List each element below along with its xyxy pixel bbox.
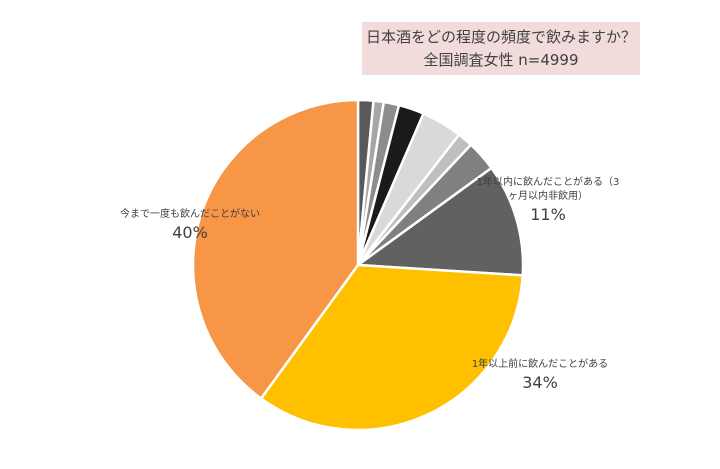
data-label: 11% [530,205,566,224]
pie-slice [354,166,525,277]
pie-slice [191,98,360,401]
category-label: 今まで一度も飲んだことがない [120,209,260,220]
data-label: 40% [172,223,208,242]
title-box: 日本酒をどの程度の頻度で飲みますか？ 全国調査女性 n=4999 [362,22,640,75]
slice-label: 1年以内に飲んだことがある（3ヶ月以内非飲用） 11% [473,176,623,226]
slice-label: 今まで一度も飲んだことがない 40% [90,208,290,244]
category-label: 1年以内に飲んだことがある（3ヶ月以内非飲用） [476,177,620,202]
category-label: 1年以上前に飲んだことがある [471,359,609,370]
slice-label: 1年以上前に飲んだことがある 34% [440,358,640,394]
chart-title: 日本酒をどの程度の頻度で飲みますか？ [365,28,636,46]
pie-slice [259,263,525,432]
chart-subtitle: 全国調査女性 n=4999 [423,51,579,69]
data-label: 34% [522,373,558,392]
